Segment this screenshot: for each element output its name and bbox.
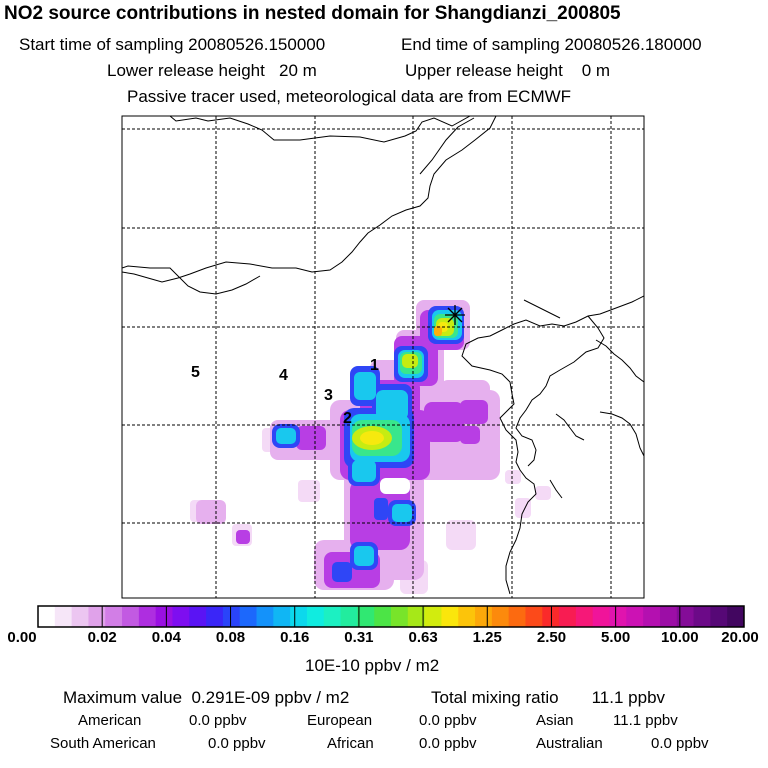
- colorbar-tick-label: 0.04: [151, 629, 181, 646]
- upper-release-height: Upper release height 0 m: [405, 61, 611, 80]
- australian-value: 0.0 ppbv: [651, 735, 709, 752]
- colorbar-tick-label: 2.50: [536, 629, 567, 646]
- colorbar-segment: [105, 606, 123, 627]
- colorbar-segment: [206, 606, 224, 627]
- colorbar-segment: [609, 606, 627, 627]
- plot-title: NO2 source contributions in nested domai…: [4, 3, 621, 24]
- country-borders: [122, 116, 644, 595]
- total-mixing-ratio: Total mixing ratio 11.1 ppbv: [431, 688, 666, 707]
- colorbar-unit: 10E-10 ppbv / m2: [305, 656, 440, 675]
- colorbar-segment: [71, 606, 89, 627]
- colorbar-segment: [458, 606, 476, 627]
- colorbar-segment: [475, 606, 493, 627]
- colorbar-segment: [155, 606, 173, 627]
- american-label: American: [78, 712, 142, 729]
- colorbar-segment: [542, 606, 560, 627]
- colorbar-segment: [525, 606, 543, 627]
- asian-label: Asian: [536, 712, 574, 729]
- start-time: Start time of sampling 20080526.150000: [19, 35, 326, 54]
- colorbar-segment: [575, 606, 594, 627]
- colorbar-segment: [340, 606, 358, 627]
- colorbar-tick-label: 0.00: [7, 629, 37, 646]
- colorbar-segment: [391, 606, 409, 627]
- map-area: [122, 116, 644, 598]
- colorbar-segment: [508, 606, 526, 627]
- colorbar-frame: [37, 605, 745, 628]
- colorbar-segment: [172, 606, 190, 627]
- colorbar-segment: [122, 606, 140, 627]
- colorbar: [37, 605, 745, 628]
- colorbar-tick-label: 0.02: [87, 629, 117, 646]
- european-value: 0.0 ppbv: [419, 712, 477, 729]
- colorbar-tick-label: 0.31: [344, 629, 374, 646]
- colorbar-tick-label: 0.63: [408, 629, 438, 646]
- colorbar-segment: [374, 606, 392, 627]
- colorbar-segment: [357, 606, 375, 627]
- map-graticule: [122, 116, 644, 598]
- colorbar-segment: [256, 606, 274, 627]
- colorbar-segment: [491, 606, 510, 627]
- african-value: 0.0 ppbv: [419, 735, 477, 752]
- colorbar-segment: [727, 606, 745, 627]
- african-label: African: [327, 735, 374, 752]
- colorbar-segment: [138, 606, 157, 627]
- asian-value: 11.1 ppbv: [613, 712, 678, 729]
- station-star-marker: [445, 305, 465, 325]
- colorbar-segment: [189, 606, 207, 627]
- colorbar-segment: [693, 606, 711, 627]
- maximum-value: Maximum value 0.291E-09 ppbv / m2: [63, 688, 350, 707]
- colorbar-segment: [239, 606, 258, 627]
- region-label-4: 4: [279, 367, 288, 384]
- european-label: European: [307, 712, 373, 729]
- colorbar-segment: [626, 606, 644, 627]
- colorbar-segment: [710, 606, 728, 627]
- end-time: End time of sampling 20080526.180000: [401, 35, 702, 54]
- colorbar-segment: [441, 606, 459, 627]
- colorbar-segment: [643, 606, 661, 627]
- colorbar-segment: [222, 606, 241, 627]
- concentration-plume: [190, 300, 551, 594]
- region-label-1: 1: [370, 357, 379, 374]
- south-american-value: 0.0 ppbv: [208, 735, 266, 752]
- colorbar-segment: [559, 606, 577, 627]
- colorbar-segment: [290, 606, 308, 627]
- colorbar-tick-label: 20.00: [721, 629, 759, 646]
- colorbar-tick-label: 0.08: [215, 629, 246, 646]
- region-label-5: 5: [191, 364, 200, 381]
- tracer-info: Passive tracer used, meteorological data…: [127, 87, 572, 106]
- lower-release-height: Lower release height 20 m: [107, 61, 317, 80]
- colorbar-tick-label: 1.25: [472, 629, 502, 646]
- colorbar-tick-label: 10.00: [661, 629, 699, 646]
- colorbar-segment: [323, 606, 342, 627]
- colorbar-segment: [54, 606, 73, 627]
- colorbar-segment: [306, 606, 325, 627]
- colorbar-segment: [424, 606, 442, 627]
- colorbar-segment: [676, 606, 695, 627]
- colorbar-segment: [273, 606, 291, 627]
- colorbar-tick-label: 5.00: [601, 629, 631, 646]
- colorbar-segment: [592, 606, 611, 627]
- region-label-2: 2: [343, 410, 352, 427]
- colorbar-segment: [38, 606, 56, 627]
- australian-label: Australian: [536, 735, 603, 752]
- south-american-label: South American: [50, 735, 156, 752]
- colorbar-segment: [88, 606, 106, 627]
- american-value: 0.0 ppbv: [189, 712, 247, 729]
- colorbar-segment: [407, 606, 426, 627]
- colorbar-tick-label: 0.16: [280, 629, 310, 646]
- region-label-3: 3: [324, 387, 333, 404]
- colorbar-segment: [659, 606, 678, 627]
- map-frame: [121, 115, 645, 599]
